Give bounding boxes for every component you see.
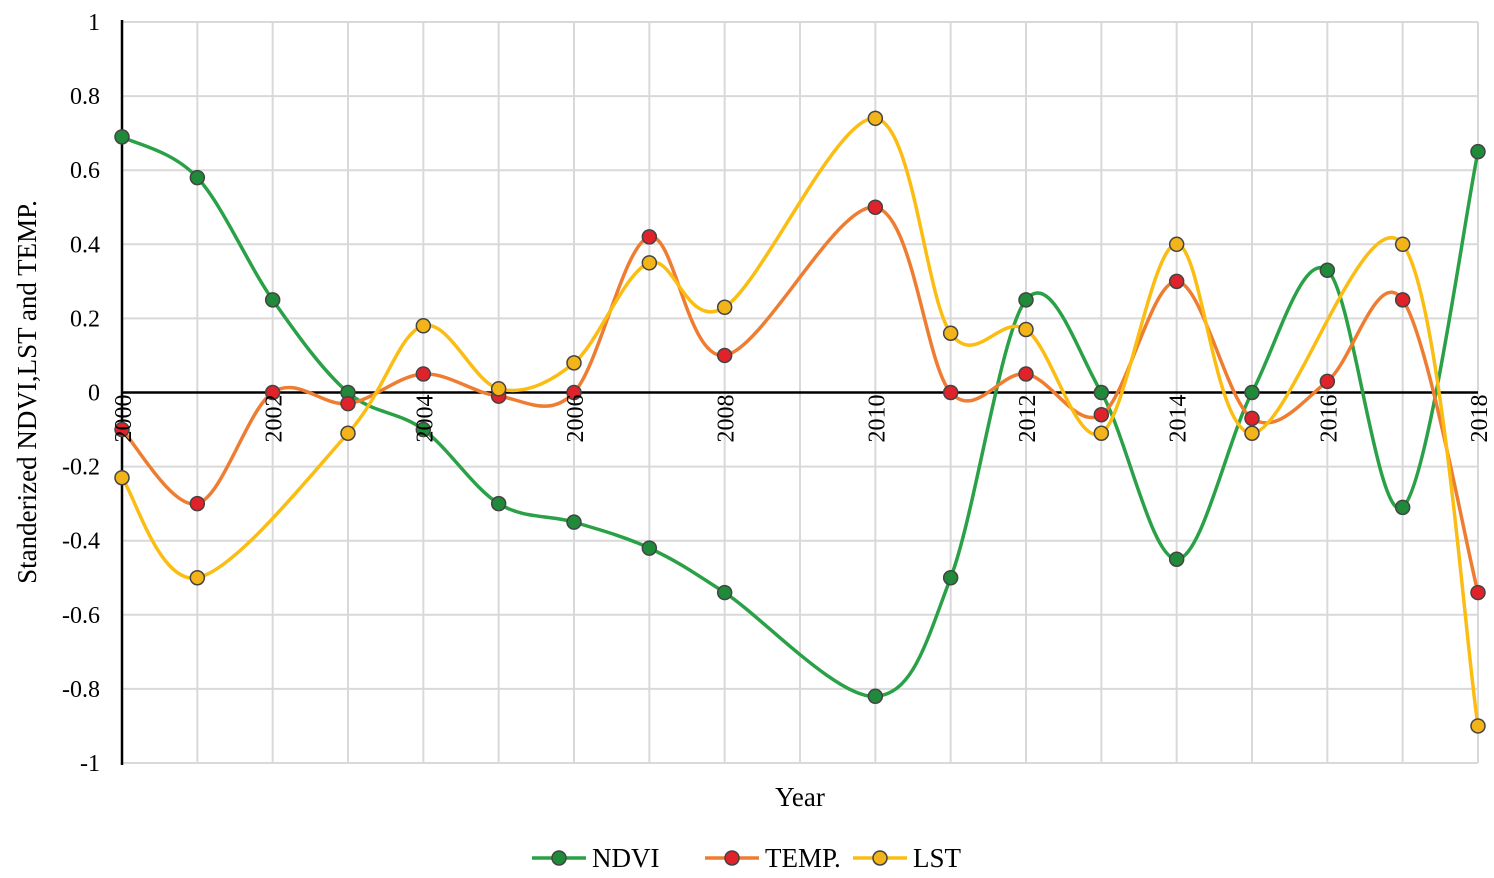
lst-point	[942, 325, 959, 341]
y-tick-label: 0.8	[70, 84, 100, 110]
temp-point	[264, 384, 281, 401]
lst-point	[1394, 236, 1411, 253]
ndvi-point	[716, 584, 733, 601]
temp-point	[114, 421, 130, 438]
lst-point	[641, 255, 658, 271]
x-tick-label: 2018	[1467, 395, 1493, 443]
lst-point	[1244, 425, 1260, 442]
lst-point	[340, 425, 356, 442]
lst-point	[1018, 321, 1034, 338]
ndvi-point	[114, 129, 130, 145]
temp-point	[1470, 584, 1486, 601]
temp-point	[716, 347, 733, 364]
y-tick-labels: 1 0.8 0.6 0.4 0.2 0 -0.2 -0.4 -0.6 -0.8 -1	[62, 10, 100, 777]
y-tick-label: -0.2	[62, 455, 100, 481]
ndvi-point	[490, 495, 507, 512]
lst-point	[1168, 236, 1185, 253]
lst-line	[120, 116, 1480, 727]
series-layer	[114, 110, 1486, 734]
ndvi-point	[1470, 143, 1486, 160]
lst-point	[867, 110, 884, 127]
x-tick-label: 2004	[412, 395, 438, 443]
ndvi-point	[1394, 499, 1411, 516]
lst-point	[189, 570, 206, 586]
ndvi-point	[189, 169, 206, 186]
ndvi-point	[641, 540, 658, 556]
y-tick-label: 0.6	[70, 158, 100, 184]
x-tick-labels: 2000 2002 2004 2006 2008 2010 2012 2014 2016 2018	[111, 395, 1493, 443]
y-tick-label: -0.8	[62, 677, 100, 703]
x-tick-label: 2010	[864, 395, 890, 443]
y-tick-label: 0.4	[70, 232, 100, 258]
x-tick-label: 2008	[714, 395, 740, 443]
temp-point	[1018, 366, 1034, 382]
temp-point	[1394, 292, 1411, 308]
temp-point	[641, 229, 658, 245]
temp-point	[415, 366, 432, 382]
series-lst	[114, 110, 1486, 734]
lst-point	[114, 469, 130, 486]
legend-swatch-marker	[872, 850, 888, 866]
x-tick-label: 2000	[111, 395, 137, 443]
legend: NDVI TEMP. LST	[532, 843, 962, 873]
ndvi-point	[1244, 384, 1260, 401]
lst-point	[415, 318, 432, 334]
y-axis-title: Standerized NDVI,LST and TEMP.	[12, 200, 42, 584]
x-tick-label: 2016	[1316, 395, 1342, 443]
y-tick-label: -0.6	[62, 603, 100, 629]
temp-point	[1244, 410, 1260, 427]
temp-point	[340, 395, 356, 412]
series-ndvi	[114, 129, 1486, 705]
ndvi-point	[1168, 551, 1185, 567]
temp-point	[1319, 373, 1336, 390]
temp-point	[942, 384, 959, 401]
y-tick-label: 0	[88, 381, 100, 407]
ndvi-point	[1093, 384, 1110, 401]
lst-point	[1093, 425, 1110, 442]
ndvi-point	[264, 292, 281, 308]
x-axis-title: Year	[775, 782, 825, 812]
ndvi-point	[942, 570, 959, 586]
legend-label: TEMP.	[765, 843, 841, 873]
legend-item-ndvi: NDVI	[532, 843, 660, 873]
ndvi-point	[1018, 292, 1034, 308]
y-tick-label: 0.2	[70, 306, 100, 332]
legend-item-lst: LST	[853, 843, 962, 873]
lst-point	[566, 355, 582, 371]
legend-swatch-marker	[551, 850, 567, 866]
lst-point	[490, 381, 507, 397]
x-tick-label: 2014	[1166, 395, 1192, 443]
temp-point	[1093, 406, 1110, 423]
ndvi-point	[1319, 262, 1336, 278]
legend-label: LST	[913, 843, 962, 873]
temp-point	[867, 199, 884, 215]
x-tick-label: 2012	[1015, 395, 1041, 443]
legend-label: NDVI	[592, 843, 660, 873]
y-tick-label: 1	[88, 10, 100, 36]
legend-item-temp: TEMP.	[705, 843, 841, 873]
y-tick-label: -0.4	[62, 529, 100, 555]
temp-point	[566, 384, 582, 401]
legend-swatch-marker	[724, 850, 740, 866]
ndvi-point	[867, 688, 884, 705]
ndvi-point	[415, 421, 432, 438]
temp-point	[189, 495, 206, 512]
ndvi-point	[566, 514, 582, 530]
lst-point	[1470, 718, 1486, 734]
x-tick-label: 2006	[563, 395, 589, 443]
temp-point	[1168, 273, 1185, 290]
x-tick-label: 2002	[262, 395, 288, 443]
y-tick-label: -1	[80, 751, 100, 777]
lst-point	[716, 299, 733, 316]
